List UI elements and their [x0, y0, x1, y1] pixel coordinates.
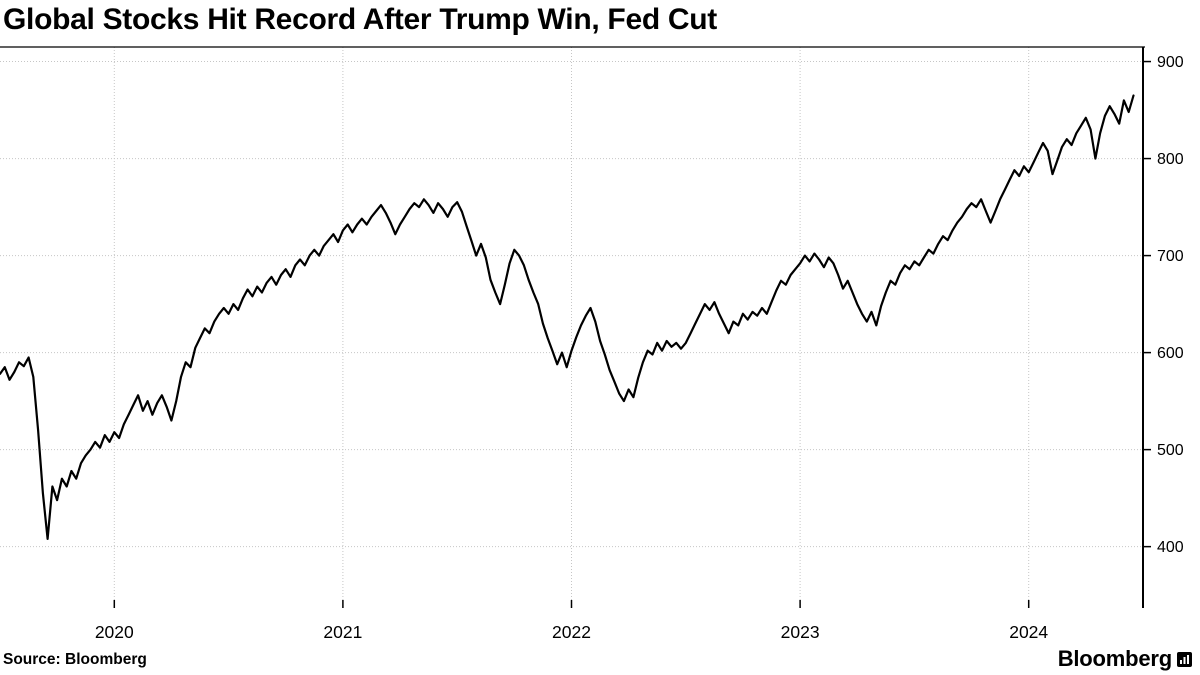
x-tick-label: 2024: [1009, 622, 1048, 642]
bloomberg-logo-icon: [1177, 651, 1192, 667]
x-tick-label: 2020: [95, 622, 134, 642]
x-tick-label: 2021: [323, 622, 362, 642]
y-tick-label: 500: [1157, 442, 1184, 459]
y-tick-label: 800: [1157, 151, 1184, 168]
bloomberg-wordmark: Bloomberg: [1057, 646, 1173, 671]
y-tick-label: 900: [1157, 54, 1184, 71]
y-tick-label: 600: [1157, 345, 1184, 362]
source-label: Source: Bloomberg: [3, 651, 147, 668]
x-tick-label: 2022: [552, 622, 591, 642]
y-tick-label: 700: [1157, 248, 1184, 265]
bloomberg-logo: Bloomberg: [1058, 646, 1192, 672]
y-tick-label: 400: [1157, 539, 1184, 556]
x-tick-label: 2023: [781, 622, 820, 642]
chart-title: Global Stocks Hit Record After Trump Win…: [3, 3, 717, 36]
series-line: [0, 94, 1135, 540]
